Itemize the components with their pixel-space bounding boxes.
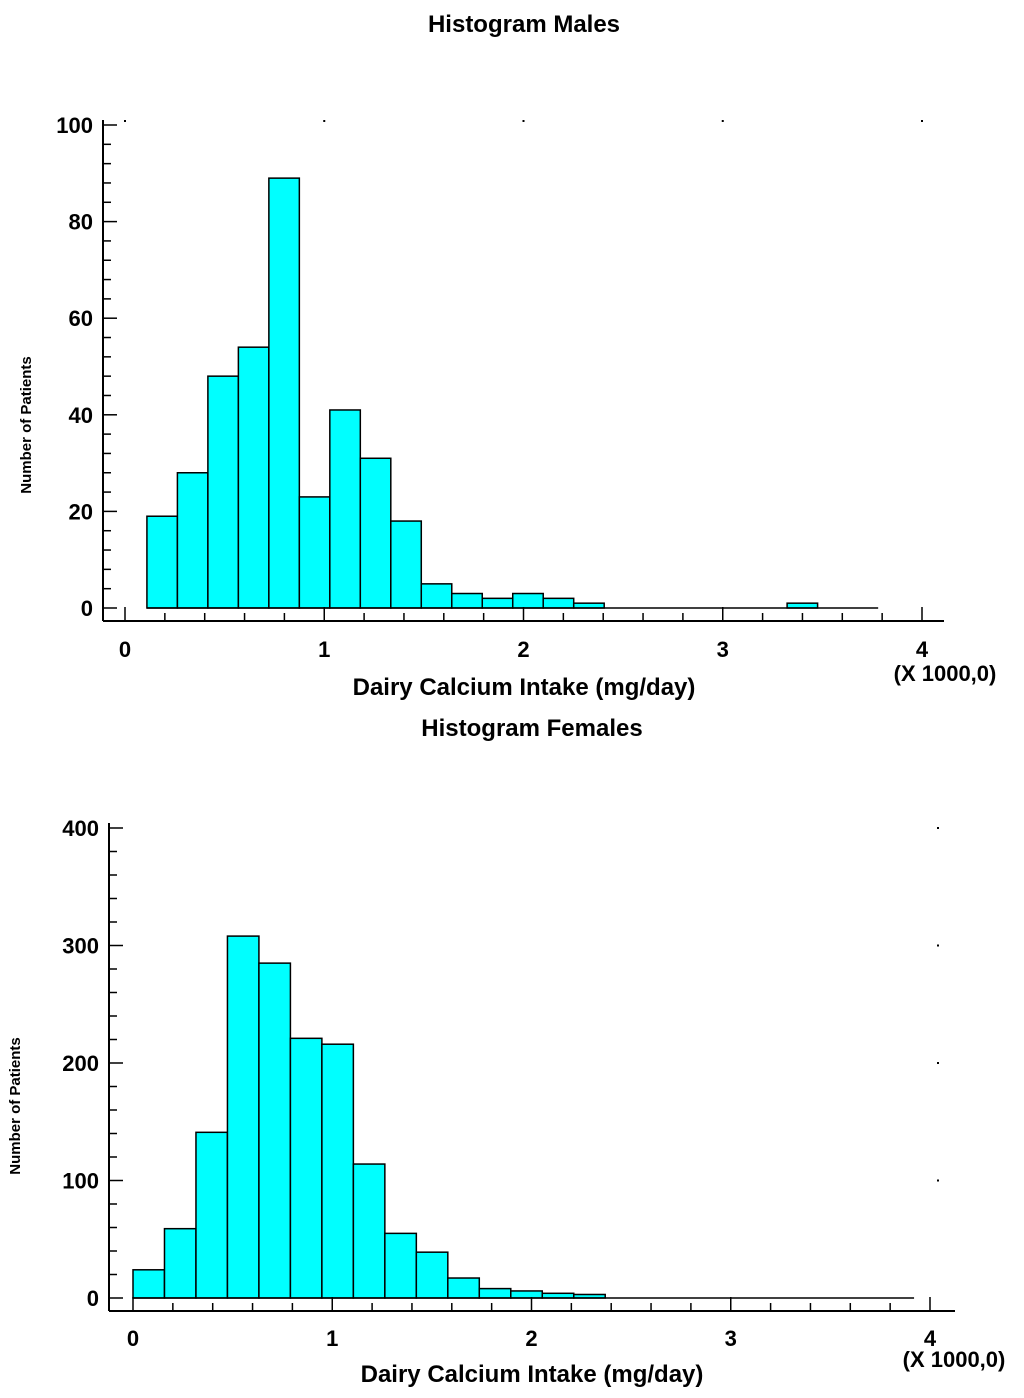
frame-dot <box>323 120 326 122</box>
frame-dot <box>937 944 939 947</box>
histogram-bar <box>321 1043 355 1299</box>
tick-labels: 0 20 40 60 80 100 0 1 2 3 4 <box>56 113 929 662</box>
histogram-bar <box>390 520 423 609</box>
histogram-bar <box>268 177 301 609</box>
y-tick-label: 400 <box>62 816 99 841</box>
x-tick-label: 4 <box>916 637 929 662</box>
x-axis-label: Dairy Calcium Intake (mg/day) <box>353 674 696 701</box>
frame-dot <box>522 120 525 122</box>
x-tick-label: 3 <box>717 637 729 662</box>
x-tick-label: 2 <box>525 1326 537 1351</box>
histogram-bar <box>511 592 544 609</box>
x-tick-label: 0 <box>119 637 131 662</box>
chart-title: Histogram Females <box>421 715 642 742</box>
histogram-bar <box>415 1251 449 1299</box>
x-tick-label: 3 <box>725 1326 737 1351</box>
x-tick-label: 0 <box>127 1326 139 1351</box>
y-axis-label: Number of Patients <box>18 356 35 494</box>
histogram-bar <box>420 583 453 609</box>
frame-dot <box>721 120 724 122</box>
frame-dot <box>937 827 939 829</box>
y-axis-label: Number of Patients <box>7 1037 24 1175</box>
frame-dot <box>124 120 126 122</box>
histogram-bar <box>176 472 209 609</box>
histogram-bar <box>289 1037 323 1299</box>
bars <box>146 177 879 609</box>
chart-title: Histogram Males <box>428 11 620 38</box>
histogram-bar <box>510 1290 544 1299</box>
bars <box>132 935 915 1299</box>
frame-dot <box>937 1062 939 1064</box>
histogram-bar <box>359 457 392 609</box>
histogram-bar <box>451 592 484 609</box>
y-tick-label: 100 <box>56 113 93 138</box>
y-tick-label: 60 <box>69 306 93 331</box>
y-tick-label: 40 <box>69 403 93 428</box>
x-tick-label: 1 <box>326 1326 338 1351</box>
x-tick-label: 4 <box>924 1326 937 1351</box>
histogram-bar <box>207 375 240 609</box>
histogram-bar <box>226 935 260 1299</box>
y-tick-label: 100 <box>62 1169 99 1194</box>
y-tick-label: 300 <box>62 934 99 959</box>
histogram-bar <box>481 597 514 609</box>
x-tick-label: 2 <box>517 637 529 662</box>
histogram-bar <box>478 1287 512 1299</box>
x-tick-label: 1 <box>318 637 330 662</box>
histogram-bar <box>258 962 292 1299</box>
tick-labels: 0 100 200 300 400 0 1 2 3 4 <box>62 816 937 1351</box>
histogram-bar <box>132 1269 166 1299</box>
histogram-bar <box>195 1131 229 1299</box>
histogram-bar <box>384 1232 418 1299</box>
x-multiplier-label: (X 1000,0) <box>903 1347 1006 1372</box>
y-tick-label: 20 <box>69 499 93 524</box>
histogram-bar <box>163 1227 197 1299</box>
y-tick-label: 0 <box>87 1286 99 1311</box>
x-axis-label: Dairy Calcium Intake (mg/day) <box>361 1361 704 1388</box>
females-histogram-panel: Histogram Females Number of Patients Dai… <box>7 715 1005 1388</box>
x-multiplier-label: (X 1000,0) <box>894 661 997 686</box>
axes <box>108 823 955 1312</box>
frame-dot <box>921 120 923 122</box>
histogram-bar <box>146 515 179 609</box>
males-histogram-panel: Histogram Males Number of Patients Dairy… <box>18 11 996 701</box>
y-tick-label: 200 <box>62 1051 99 1076</box>
histogram-bar <box>237 346 270 609</box>
histogram-bar <box>329 409 362 609</box>
y-tick-label: 0 <box>81 596 93 621</box>
histogram-bar <box>352 1163 386 1299</box>
frame-dot <box>937 1179 939 1182</box>
axes <box>102 120 944 622</box>
y-tick-label: 80 <box>69 210 93 235</box>
histogram-bar <box>298 496 331 609</box>
histogram-bar <box>447 1277 481 1299</box>
histogram-bar <box>542 597 575 609</box>
